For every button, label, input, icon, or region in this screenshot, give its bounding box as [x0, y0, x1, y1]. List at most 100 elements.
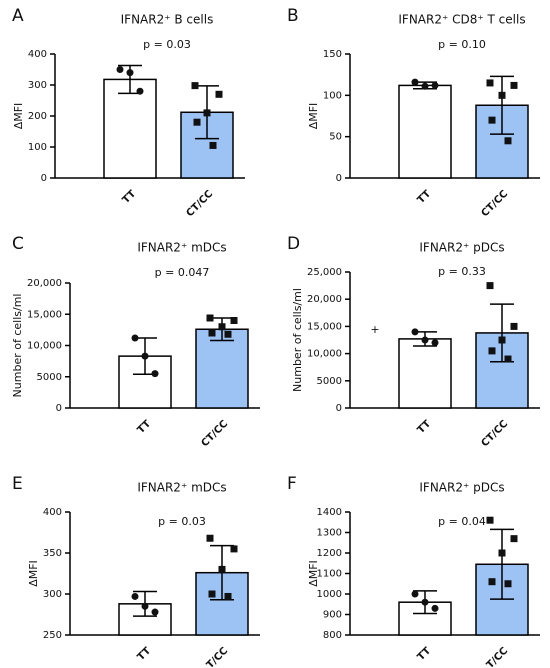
y-axis-label: Number of cells/ml — [291, 288, 304, 392]
p-value: p = 0.03 — [158, 515, 206, 528]
data-point — [151, 370, 159, 378]
data-point — [209, 141, 217, 149]
data-point — [488, 116, 496, 124]
p-value: p = 0.03 — [143, 38, 191, 51]
y-tick-label: 100 — [28, 142, 47, 153]
x-tick-label: TT — [416, 418, 434, 436]
x-tick-label: TT — [136, 645, 154, 663]
y-tick-label: 200 — [28, 111, 47, 122]
data-point — [504, 355, 512, 363]
x-tick-label: TT — [416, 188, 434, 206]
y-tick-label: 0 — [336, 403, 342, 414]
p-value: p = 0.047 — [155, 266, 210, 279]
y-axis-label: Number of cells/ml — [11, 294, 24, 398]
data-point — [218, 565, 226, 573]
p-value: p = 0.33 — [438, 265, 486, 278]
x-tick-label: TT — [416, 645, 434, 663]
data-point — [116, 66, 124, 73]
data-point — [510, 81, 518, 89]
y-axis-label: ΔMFI — [307, 103, 320, 130]
annotation: + — [370, 323, 379, 336]
y-tick-label: 50 — [329, 132, 342, 143]
y-tick-label: 300 — [28, 80, 47, 91]
data-point — [421, 598, 429, 606]
x-tick-label: CT/CC — [479, 418, 510, 449]
data-point — [486, 79, 494, 87]
data-point — [431, 339, 439, 347]
data-point — [126, 69, 134, 77]
bar — [398, 84, 452, 179]
data-point — [136, 87, 144, 95]
data-point — [141, 352, 149, 360]
data-point — [193, 118, 201, 126]
y-tick-label: 15,000 — [307, 321, 342, 332]
data-point — [224, 330, 232, 338]
data-point — [141, 602, 149, 610]
data-point — [421, 82, 429, 90]
error-bar — [490, 75, 514, 135]
x-tick-label: TT — [136, 418, 154, 436]
y-axis-label: ΔMFI — [307, 560, 320, 587]
y-tick-label: 1100 — [317, 569, 342, 580]
y-tick-label: 0 — [41, 173, 47, 184]
data-point — [206, 314, 214, 322]
y-tick-label: 100 — [323, 90, 342, 101]
data-point — [411, 78, 419, 86]
x-tick-label: TT — [121, 188, 139, 206]
x-tick-label: CT/CC — [199, 418, 230, 449]
data-point — [421, 336, 429, 344]
data-point — [230, 545, 238, 553]
data-point — [431, 81, 439, 89]
data-point — [208, 329, 216, 337]
y-tick-label: 350 — [43, 548, 62, 559]
y-tick-label: 10,000 — [27, 341, 62, 352]
y-tick-label: 1200 — [317, 548, 342, 559]
data-point — [486, 516, 494, 524]
panel-letter: A — [12, 6, 24, 26]
y-tick-label: 0 — [56, 403, 62, 414]
data-point — [510, 322, 518, 330]
panel-letter: C — [12, 234, 24, 254]
bar — [398, 338, 452, 409]
data-point — [215, 90, 223, 98]
data-point — [131, 592, 139, 600]
y-axis-label: ΔMFI — [12, 103, 25, 130]
data-point — [203, 109, 211, 117]
chart-title: IFNAR2⁺ mDCs — [137, 481, 226, 495]
y-tick-label: 10,000 — [307, 349, 342, 360]
data-point — [206, 534, 214, 542]
chart-title: IFNAR2⁺ pDCs — [419, 241, 504, 255]
y-tick-label: 400 — [43, 507, 62, 518]
x-tick-label: T/CC — [205, 645, 231, 668]
data-point — [504, 137, 512, 145]
bar — [195, 328, 249, 409]
data-point — [151, 608, 159, 616]
panel-letter: E — [12, 474, 23, 494]
data-point — [510, 535, 518, 543]
y-tick-label: 1000 — [317, 589, 342, 600]
p-value: p = 0.10 — [438, 38, 486, 51]
y-tick-label: 1400 — [317, 507, 342, 518]
panel-letter: F — [287, 474, 297, 494]
data-point — [488, 578, 496, 586]
y-tick-label: 5000 — [37, 372, 62, 383]
data-point — [208, 590, 216, 598]
data-point — [224, 592, 232, 600]
error-bar — [490, 528, 514, 600]
y-tick-label: 25,000 — [307, 267, 342, 278]
bar — [103, 78, 157, 179]
x-tick-label: T/CC — [485, 645, 511, 668]
y-tick-label: 800 — [323, 630, 342, 641]
y-axis-label: ΔMFI — [27, 560, 40, 587]
chart-title: IFNAR2⁺ CD8⁺ T cells — [398, 13, 525, 27]
chart-title: IFNAR2⁺ mDCs — [137, 241, 226, 255]
y-tick-label: 900 — [323, 610, 342, 621]
y-tick-label: 15,000 — [27, 309, 62, 320]
x-tick-label: CT/CC — [184, 188, 215, 219]
data-point — [498, 336, 506, 344]
data-point — [498, 91, 506, 99]
chart-title: IFNAR2⁺ pDCs — [419, 481, 504, 495]
data-point — [504, 580, 512, 588]
x-tick-label: CT/CC — [479, 188, 510, 219]
